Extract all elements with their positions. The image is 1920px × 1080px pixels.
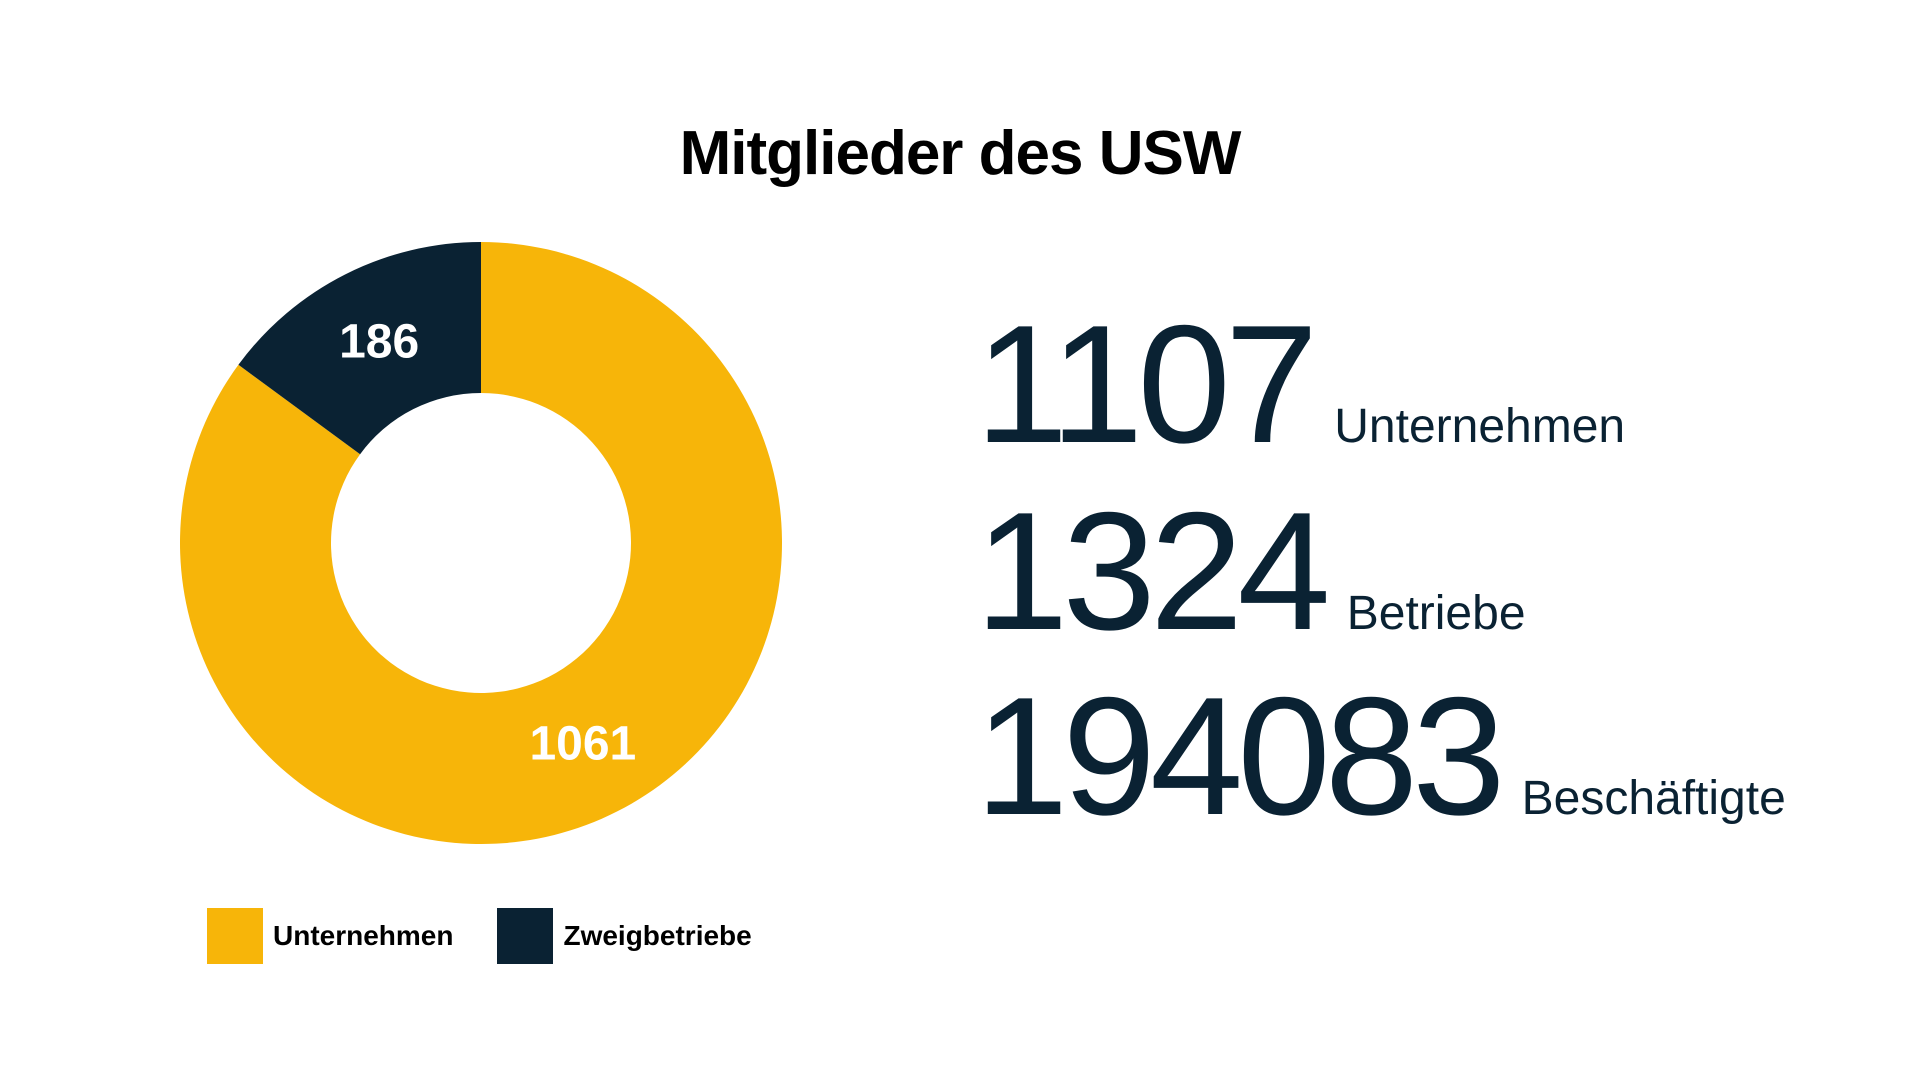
stat-value: 1107 (975, 290, 1318, 478)
stat-unternehmen: 1107 Unternehmen (975, 300, 1625, 468)
stat-value: 194083 (975, 662, 1506, 850)
donut-slice-zweigbetriebe (238, 242, 481, 455)
chart-title: Mitglieder des USW (679, 119, 1242, 188)
donut-label-unternehmen: 1061 (529, 718, 636, 771)
legend-swatch-unternehmen (207, 908, 263, 964)
stat-value: 1324 (975, 477, 1331, 665)
donut-slices (179, 242, 782, 844)
stat-label: Betriebe (1346, 587, 1526, 640)
donut-slice-labels: 1061 186 (339, 315, 636, 770)
donut-label-zweigbetriebe: 186 (339, 315, 419, 368)
legend-swatch-zweigbetriebe (497, 908, 554, 964)
stat-beschaeftigte: 194083 Beschäftigte (975, 672, 1786, 840)
donut-slice-unternehmen (179, 242, 782, 844)
stat-betriebe: 1324 Betriebe (975, 487, 1526, 655)
stat-label: Beschäftigte (1521, 772, 1786, 825)
legend-label-unternehmen: Unternehmen (273, 920, 454, 951)
legend-label-zweigbetriebe: Zweigbetriebe (563, 920, 752, 951)
legend-item-zweigbetriebe: Zweigbetriebe (497, 908, 752, 964)
legend-item-unternehmen: Unternehmen (207, 908, 453, 964)
stat-label: Unternehmen (1334, 400, 1626, 453)
chart-legend: Unternehmen Zweigbetriebe (207, 908, 796, 964)
